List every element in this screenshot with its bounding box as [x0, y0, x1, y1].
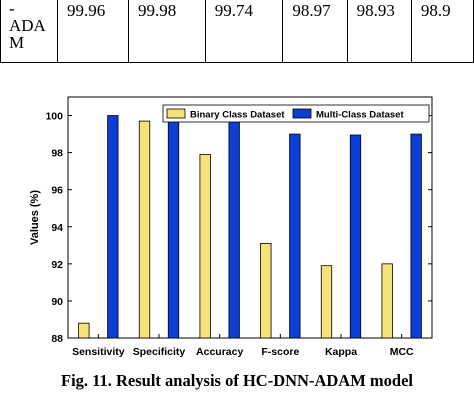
legend-label: Multi-Class Dataset	[316, 110, 404, 121]
bar-binary-mcc	[381, 263, 393, 339]
x-tick-label: Specificity	[133, 346, 186, 358]
bar-multi-class-mcc	[410, 133, 422, 339]
plot-area	[67, 96, 433, 339]
table-cell: 98.93	[346, 0, 412, 63]
bar-multi-class-specificity	[167, 115, 180, 339]
y-tick-label: 88	[51, 333, 63, 345]
bar-multi-class-sensitivity	[107, 115, 119, 339]
legend-label: Binary Class Dataset	[190, 110, 285, 121]
bar-multi-class-kappa	[349, 134, 362, 339]
y-tick-label: 94	[51, 222, 63, 234]
bar-chart: 88 90 92 94 96 98 100 Values (%) Sensitivity Spec…	[29, 96, 433, 358]
y-tick-label: 92	[51, 259, 63, 271]
legend-swatch	[292, 108, 312, 119]
table-cell: 98.9	[410, 0, 474, 63]
table-cell: 98.97	[282, 0, 348, 63]
x-tick-label: Accuracy	[196, 346, 243, 358]
bar-binary-f-score	[260, 243, 272, 339]
x-tick-label: MCC	[390, 346, 414, 358]
legend-swatch	[166, 108, 186, 119]
bar-binary-accuracy	[199, 154, 211, 339]
y-tick-label: 90	[51, 296, 63, 308]
table-cell: 99.98	[127, 0, 206, 63]
x-tick-label: Sensitivity	[72, 346, 125, 358]
table-cell: 99.74	[204, 0, 284, 63]
bar-binary-kappa	[320, 265, 333, 339]
table-cell: 99.96	[57, 0, 129, 63]
bar-binary-sensitivity	[78, 322, 90, 339]
bar-binary-specificity	[138, 120, 151, 339]
table-row-label: - ADA M	[0, 0, 59, 63]
table-row: - ADA M 99.96 99.98 99.74 98.97 98.93 98…	[0, 0, 474, 63]
y-tick-label: 96	[51, 185, 63, 197]
x-tick-label: F-score	[261, 346, 299, 358]
x-tick-label: Kappa	[325, 346, 357, 358]
figure-caption: Fig. 11. Result analysis of HC-DNN-ADAM …	[61, 371, 413, 390]
y-axis-label: Values (%)	[29, 190, 41, 245]
y-tick-label: 100	[45, 111, 63, 123]
bar-multi-class-f-score	[289, 133, 301, 339]
bar-multi-class-accuracy	[228, 118, 240, 339]
y-tick-label: 98	[51, 148, 63, 160]
results-table-fragment: - ADA M 99.96 99.98 99.74 98.97 98.93 98…	[0, 0, 474, 63]
